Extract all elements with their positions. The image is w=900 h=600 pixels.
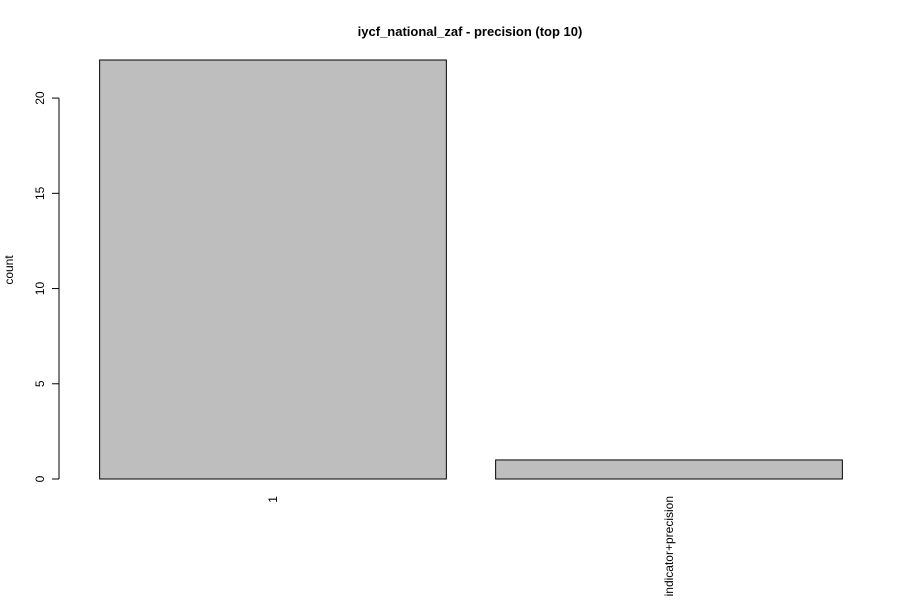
chart-title: iycf_national_zaf - precision (top 10): [358, 24, 583, 39]
y-tick-label: 5: [33, 380, 47, 387]
y-axis-label: count: [2, 255, 16, 285]
y-tick-label: 10: [33, 282, 47, 296]
y-tick-label: 20: [33, 91, 47, 105]
y-tick-label: 15: [33, 186, 47, 200]
x-tick-label: 1: [266, 496, 280, 503]
x-tick-label: indicator+precision: [662, 496, 676, 596]
x-tick-labels: 1 indicator+precision: [266, 496, 676, 597]
y-tick-label: 0: [33, 475, 47, 482]
bar-0: [99, 59, 447, 480]
y-axis: 0 5 10 15 20: [33, 91, 60, 482]
bars-group: [99, 59, 843, 480]
bar-1: [495, 459, 843, 480]
